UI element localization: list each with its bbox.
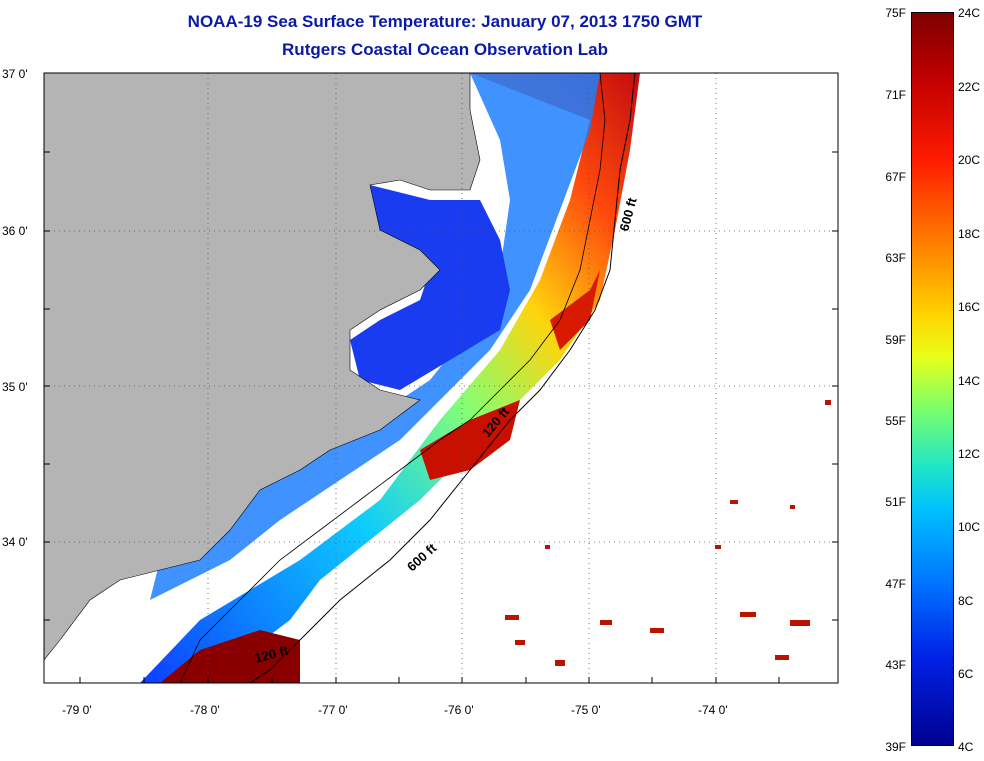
lon-label-79: -79 0' xyxy=(62,703,92,717)
lon-label-74: -74 0' xyxy=(698,703,728,717)
colorbar-f-51: 51F xyxy=(885,495,906,509)
colorbar-f-63: 63F xyxy=(885,251,906,265)
lon-label-76: -76 0' xyxy=(444,703,474,717)
axis-ticks xyxy=(44,151,838,683)
colorbar-f-43: 43F xyxy=(885,658,906,672)
colorbar-f-55: 55F xyxy=(885,414,906,428)
colorbar-c-12: 12C xyxy=(958,447,981,461)
colorbar-c-8: 8C xyxy=(958,594,974,608)
lat-label-35: 35 0' xyxy=(2,380,28,394)
colorbar-c-10: 10C xyxy=(958,520,981,534)
map-frame xyxy=(43,72,839,684)
lon-label-75: -75 0' xyxy=(571,703,601,717)
colorbar-c-4: 4C xyxy=(958,740,974,754)
land-mass xyxy=(44,73,481,661)
warm-patch-mid xyxy=(420,400,520,480)
contour-600ft xyxy=(249,73,636,683)
colorbar-f-39: 39F xyxy=(885,740,906,754)
colorbar-f-71: 71F xyxy=(885,88,906,102)
colorbar-c-24: 24C xyxy=(958,6,981,20)
graticule xyxy=(44,73,838,683)
colorbar-c-18: 18C xyxy=(958,227,981,241)
lon-label-77: -77 0' xyxy=(318,703,348,717)
map-subtitle: Rutgers Coastal Ocean Observation Lab xyxy=(282,40,608,59)
colorbar-c-6: 6C xyxy=(958,667,974,681)
colorbar-f-59: 59F xyxy=(885,333,906,347)
lon-label-78: -78 0' xyxy=(190,703,220,717)
lat-label-34: 34 0' xyxy=(2,535,28,549)
warm-patch-south xyxy=(160,630,300,683)
warm-patch-north xyxy=(550,270,600,350)
map-title: NOAA-19 Sea Surface Temperature: January… xyxy=(187,12,703,31)
colorbar-c-20: 20C xyxy=(958,153,981,167)
lat-label-37: 37 0' xyxy=(2,67,28,81)
lat-label-36: 36 0' xyxy=(2,224,28,238)
colorbar-f-75: 75F xyxy=(885,6,906,20)
colorbar-f-67: 67F xyxy=(885,170,906,184)
colorbar-f-47: 47F xyxy=(885,577,906,591)
temperature-colorbar xyxy=(911,12,954,746)
contour-120ft xyxy=(179,73,606,683)
colorbar-c-22: 22C xyxy=(958,80,981,94)
shelf-band-outer xyxy=(140,73,640,683)
colorbar-c-14: 14C xyxy=(958,374,981,388)
colorbar-c-16: 16C xyxy=(958,300,981,314)
offshore-warm-specks xyxy=(505,400,831,666)
